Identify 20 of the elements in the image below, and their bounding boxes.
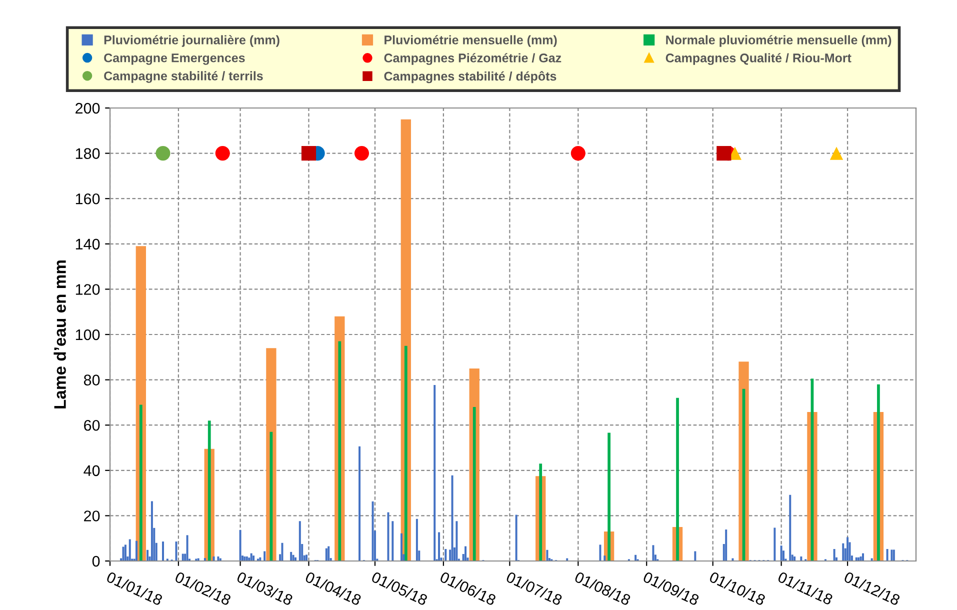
y-tick-label: 40 xyxy=(84,465,100,476)
y-axis-title: Lame d’eau en mm xyxy=(54,260,66,408)
y-tick-label: 80 xyxy=(84,374,100,386)
legend-label: Normale pluviométrie mensuelle (mm) xyxy=(666,35,892,47)
y-tick-label: 100 xyxy=(76,329,100,340)
y-tick-label: 20 xyxy=(84,510,100,522)
y-tick-label: 120 xyxy=(76,284,100,295)
y-tick-label: 60 xyxy=(84,420,100,431)
legend-label: Pluviométrie journalière (mm) xyxy=(104,35,280,47)
y-tick-label: 0 xyxy=(92,556,100,567)
legend-label: Pluviométrie mensuelle (mm) xyxy=(384,35,557,47)
legend-label: Campagnes Qualité / Riou-Mort xyxy=(666,53,852,65)
y-tick-label: 200 xyxy=(76,102,100,114)
legend-label: Campagne stabilité / terrils xyxy=(104,71,263,83)
y-tick-label: 140 xyxy=(76,238,100,250)
legend-label: Campagnes Piézométrie / Gaz xyxy=(384,53,562,65)
y-tick-label: 180 xyxy=(76,148,100,159)
legend-label: Campagnes stabilité / dépôts xyxy=(384,71,556,84)
y-tick-label: 160 xyxy=(76,193,100,204)
legend-label: Campagne Emergences xyxy=(104,53,245,65)
